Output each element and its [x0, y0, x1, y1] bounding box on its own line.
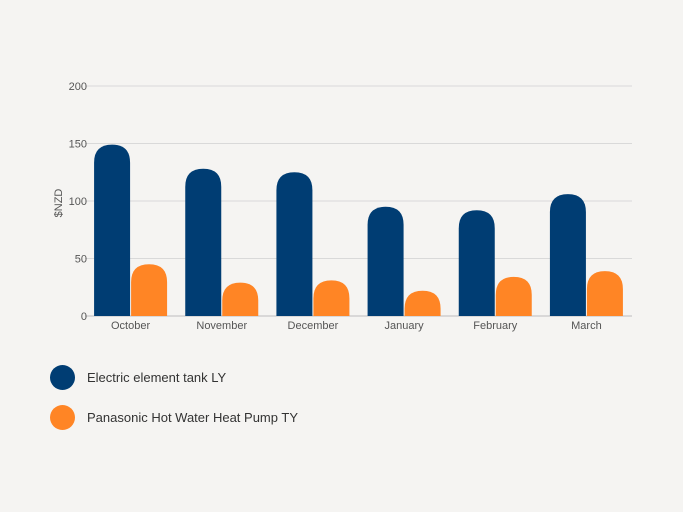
legend-item-series-1: Electric element tank LY — [50, 364, 298, 390]
y-tick-label: 150 — [69, 139, 87, 151]
legend-item-series-2: Panasonic Hot Water Heat Pump TY — [50, 404, 298, 430]
bar-heat-pump-february — [495, 276, 532, 316]
x-tick-label: November — [196, 320, 247, 332]
gridlines — [85, 85, 632, 317]
bar-heat-pump-january — [404, 290, 441, 316]
bar-electric-tank-january — [367, 206, 404, 316]
bar-heat-pump-october — [131, 264, 168, 316]
x-tick-label: March — [571, 320, 602, 332]
y-tick-labels: 0 50 100 150 200 — [69, 81, 87, 323]
legend: Electric element tank LY Panasonic Hot W… — [50, 364, 298, 444]
x-tick-label: October — [111, 320, 150, 332]
x-tick-label: February — [473, 320, 518, 332]
y-axis-title: $NZD — [53, 189, 65, 218]
y-tick-label: 50 — [75, 254, 87, 266]
bar-heat-pump-march — [586, 271, 623, 316]
y-tick-label: 200 — [69, 81, 87, 93]
y-tick-label: 100 — [69, 196, 87, 208]
legend-swatch-series-1 — [50, 364, 75, 390]
bar-electric-tank-march — [549, 194, 586, 316]
bar-electric-tank-october — [94, 144, 131, 316]
bar-electric-tank-december — [276, 172, 313, 316]
x-tick-labels: October November December January February Ma… — [111, 320, 602, 332]
bar-heat-pump-november — [222, 282, 259, 316]
y-tick-label: 0 — [81, 311, 87, 323]
bar-heat-pump-december — [313, 280, 350, 316]
legend-label-series-2: Panasonic Hot Water Heat Pump TY — [87, 409, 298, 425]
x-tick-label: December — [288, 320, 339, 332]
legend-swatch-series-2 — [50, 404, 75, 430]
legend-label-series-1: Electric element tank LY — [87, 369, 227, 385]
bar-electric-tank-november — [185, 168, 222, 316]
x-tick-label: January — [385, 320, 425, 332]
bars — [94, 144, 623, 316]
bar-electric-tank-february — [458, 210, 495, 316]
